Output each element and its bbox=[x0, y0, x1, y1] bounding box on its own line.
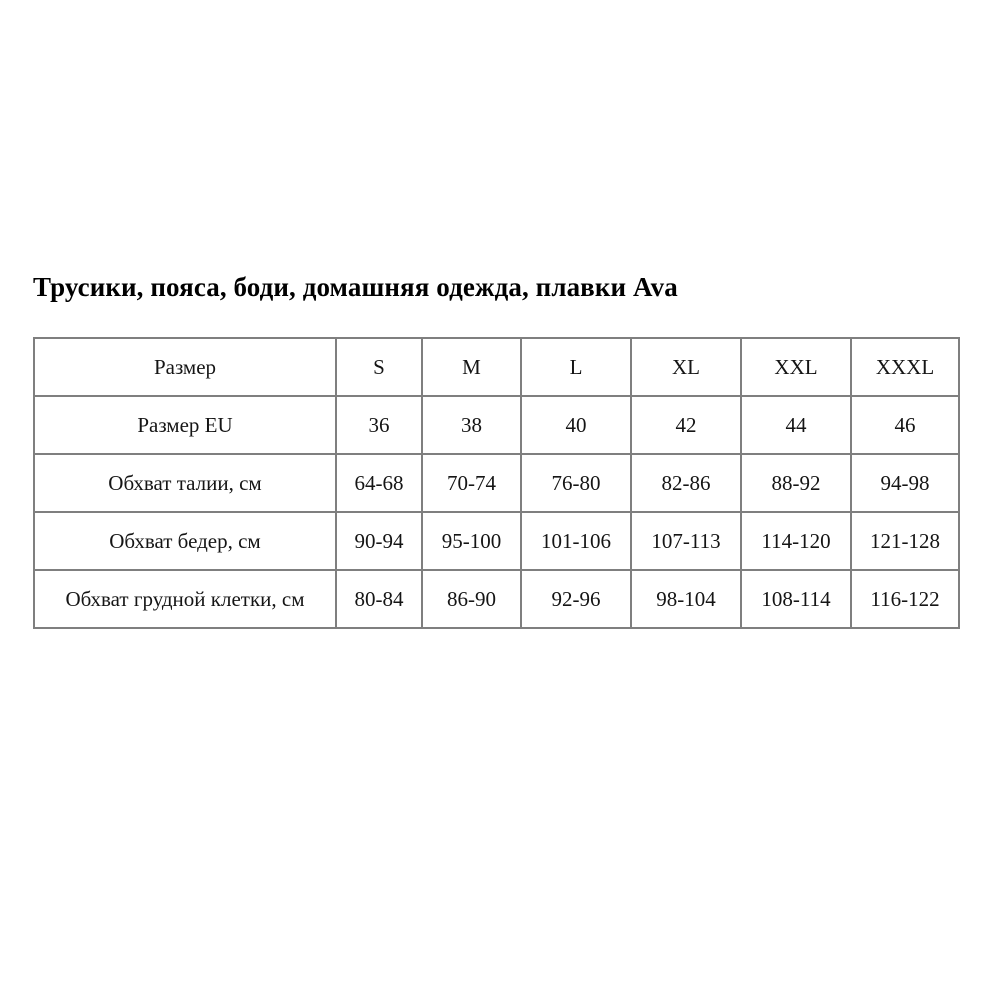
table-row: Обхват талии, см 64-68 70-74 76-80 82-86… bbox=[33, 453, 960, 513]
cell-hips-xxxl: 121-128 bbox=[850, 511, 960, 571]
cell-size-xxl: XXL bbox=[740, 337, 852, 397]
cell-size-xxxl: XXXL bbox=[850, 337, 960, 397]
cell-size-l: L bbox=[520, 337, 632, 397]
table-row: Размер EU 36 38 40 42 44 46 bbox=[33, 395, 960, 455]
size-table-container: Размер S M L XL XXL XXXL Размер EU 36 38… bbox=[33, 337, 960, 629]
row-label-chest: Обхват грудной клетки, см bbox=[33, 569, 337, 629]
cell-eu-xxl: 44 bbox=[740, 395, 852, 455]
row-label-hips: Обхват бедер, см bbox=[33, 511, 337, 571]
row-label-waist: Обхват талии, см bbox=[33, 453, 337, 513]
cell-eu-xl: 42 bbox=[630, 395, 742, 455]
cell-size-xl: XL bbox=[630, 337, 742, 397]
cell-chest-xxl: 108-114 bbox=[740, 569, 852, 629]
cell-waist-xxl: 88-92 bbox=[740, 453, 852, 513]
cell-size-m: M bbox=[421, 337, 522, 397]
table-row: Обхват бедер, см 90-94 95-100 101-106 10… bbox=[33, 511, 960, 571]
cell-eu-m: 38 bbox=[421, 395, 522, 455]
cell-waist-s: 64-68 bbox=[335, 453, 423, 513]
cell-waist-m: 70-74 bbox=[421, 453, 522, 513]
cell-hips-l: 101-106 bbox=[520, 511, 632, 571]
cell-hips-xxl: 114-120 bbox=[740, 511, 852, 571]
cell-waist-xl: 82-86 bbox=[630, 453, 742, 513]
cell-waist-l: 76-80 bbox=[520, 453, 632, 513]
cell-size-s: S bbox=[335, 337, 423, 397]
cell-hips-m: 95-100 bbox=[421, 511, 522, 571]
cell-chest-l: 92-96 bbox=[520, 569, 632, 629]
cell-eu-l: 40 bbox=[520, 395, 632, 455]
cell-chest-xxxl: 116-122 bbox=[850, 569, 960, 629]
cell-chest-xl: 98-104 bbox=[630, 569, 742, 629]
cell-hips-s: 90-94 bbox=[335, 511, 423, 571]
row-label-size: Размер bbox=[33, 337, 337, 397]
cell-hips-xl: 107-113 bbox=[630, 511, 742, 571]
cell-eu-xxxl: 46 bbox=[850, 395, 960, 455]
row-label-size-eu: Размер EU bbox=[33, 395, 337, 455]
size-chart-table: Размер S M L XL XXL XXXL Размер EU 36 38… bbox=[33, 337, 960, 629]
cell-chest-m: 86-90 bbox=[421, 569, 522, 629]
cell-chest-s: 80-84 bbox=[335, 569, 423, 629]
table-row: Размер S M L XL XXL XXXL bbox=[33, 337, 960, 397]
page-title: Трусики, пояса, боди, домашняя одежда, п… bbox=[33, 272, 678, 302]
table-row: Обхват грудной клетки, см 80-84 86-90 92… bbox=[33, 569, 960, 629]
cell-waist-xxxl: 94-98 bbox=[850, 453, 960, 513]
cell-eu-s: 36 bbox=[335, 395, 423, 455]
